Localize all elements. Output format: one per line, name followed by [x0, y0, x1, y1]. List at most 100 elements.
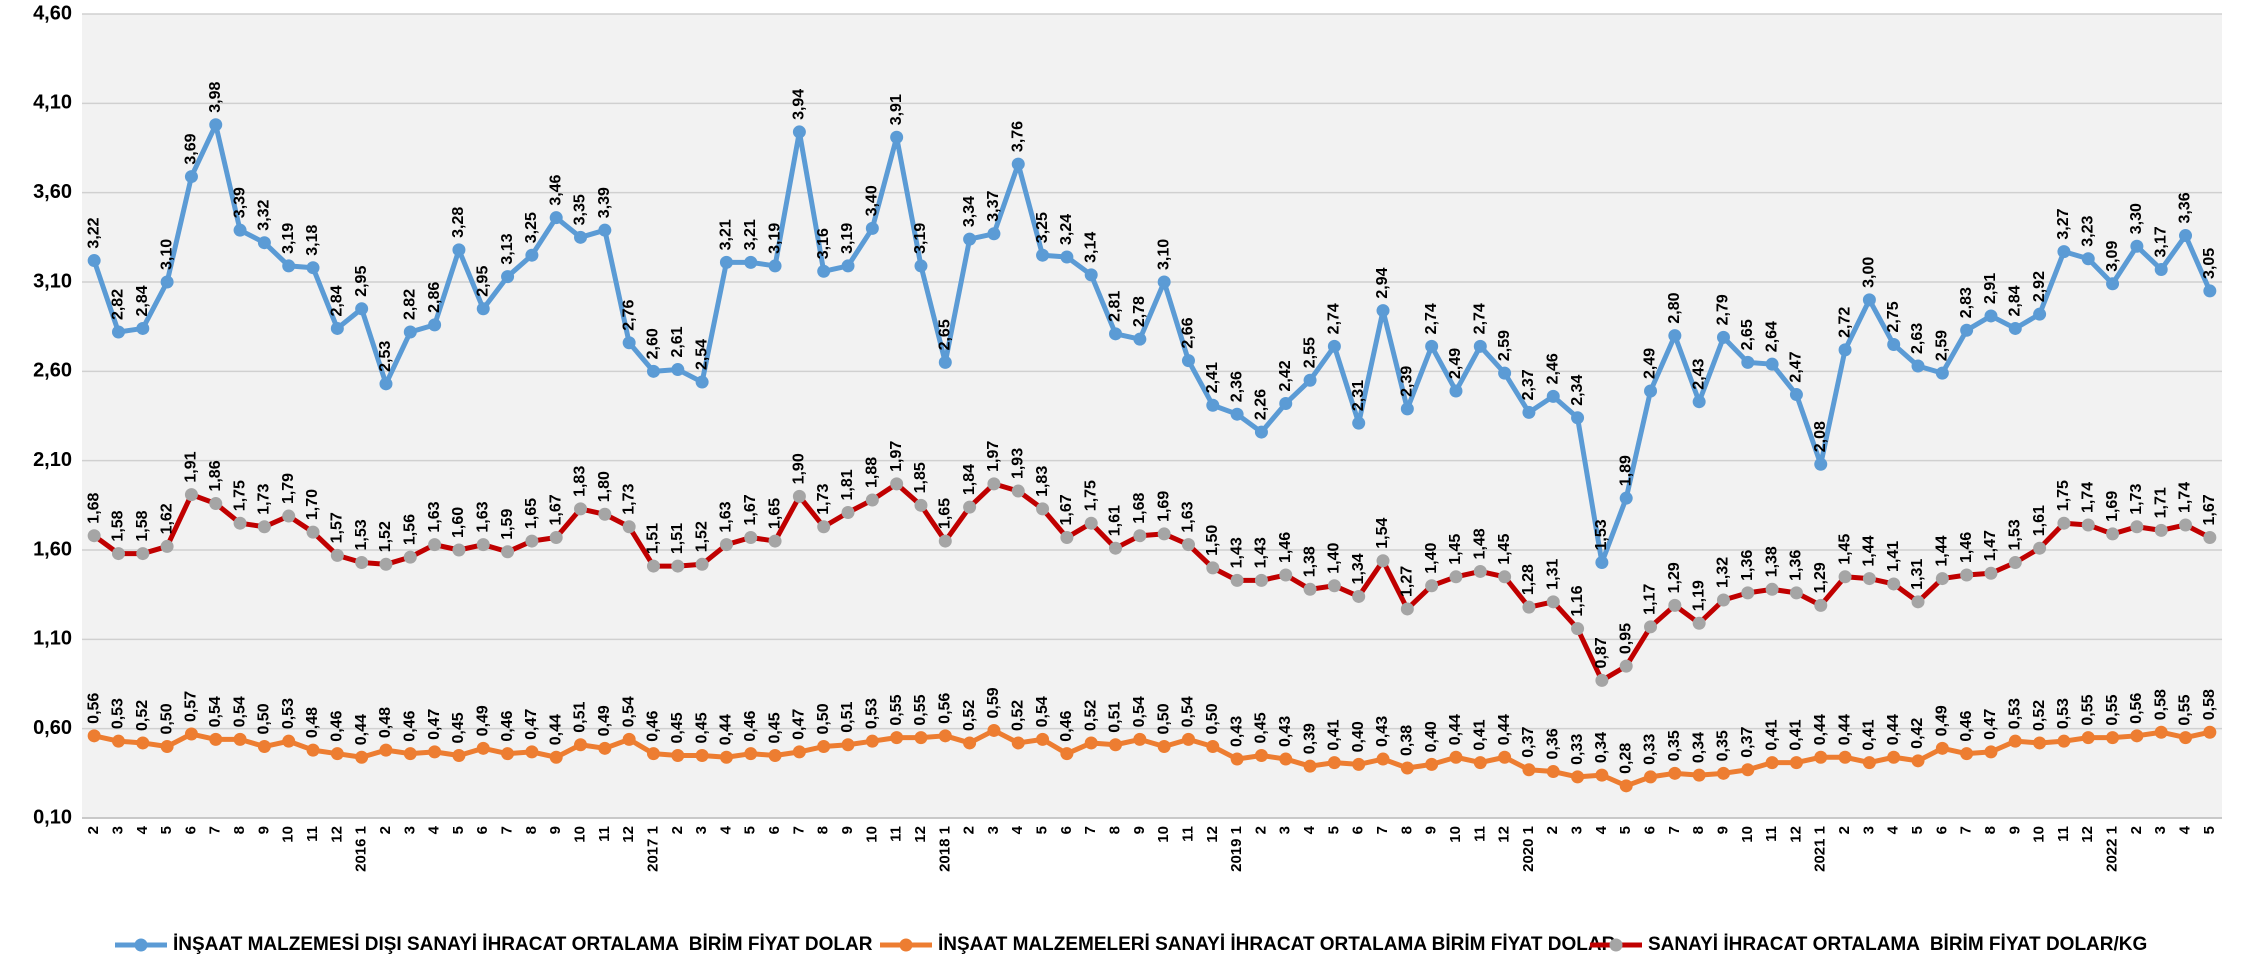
data-point [2033, 307, 2047, 321]
data-point [476, 302, 490, 316]
data-label: 0,41 [1472, 719, 1489, 750]
data-label: 0,45 [766, 712, 783, 743]
data-label: 0,42 [1909, 718, 1926, 749]
data-label: 0,47 [1982, 709, 1999, 740]
data-point [87, 529, 101, 543]
data-point [1109, 738, 1123, 752]
data-label: 1,91 [183, 451, 200, 482]
data-label: 0,41 [1788, 719, 1805, 750]
x-tick-label: 9 [547, 826, 564, 834]
data-label: 0,46 [1058, 710, 1075, 741]
data-label: 2,63 [1909, 323, 1926, 354]
data-label: 1,52 [693, 521, 710, 552]
data-label: 0,48 [377, 707, 394, 738]
data-point [525, 745, 539, 759]
data-label: 2,74 [1423, 303, 1440, 334]
data-label: 1,75 [1082, 480, 1099, 511]
x-tick-label: 12 [912, 826, 929, 843]
data-point [1595, 673, 1609, 687]
data-point [2081, 518, 2095, 532]
data-point [1789, 388, 1803, 402]
data-label: 0,53 [2007, 698, 2024, 729]
y-tick-label: 2,60 [33, 360, 72, 382]
x-tick-label: 2016 1 [353, 826, 370, 872]
x-tick-label: 12 [328, 826, 345, 843]
x-tick-label: 4 [134, 825, 151, 834]
x-tick-label: 5 [158, 826, 175, 834]
data-point [1230, 752, 1244, 766]
data-label: 3,10 [158, 239, 175, 270]
data-label: 2,36 [1228, 371, 1245, 402]
data-label: 0,40 [1350, 721, 1367, 752]
data-label: 1,52 [377, 521, 394, 552]
data-label: 1,63 [426, 501, 443, 532]
data-point [355, 302, 369, 316]
data-label: 2,46 [1544, 353, 1561, 384]
data-point [1425, 339, 1439, 353]
data-label: 1,75 [231, 480, 248, 511]
data-label: 1,44 [1934, 535, 1951, 566]
data-label: 1,69 [2104, 491, 2121, 522]
data-point [1595, 556, 1609, 570]
data-label: 0,54 [1131, 696, 1148, 727]
data-label: 1,47 [1982, 530, 1999, 561]
data-label: 0,58 [2152, 689, 2169, 720]
data-point [1254, 748, 1268, 762]
data-point [1619, 491, 1633, 505]
data-point [1887, 338, 1901, 352]
legend-marker [1609, 938, 1623, 952]
data-label: 0,44 [1885, 714, 1902, 745]
data-label: 0,55 [2079, 694, 2096, 725]
data-label: 3,18 [304, 224, 321, 255]
data-label: 0,46 [499, 710, 516, 741]
data-label: 0,44 [1447, 714, 1464, 745]
data-label: 0,54 [207, 696, 224, 727]
data-label: 2,60 [645, 328, 662, 359]
data-label: 0,49 [596, 705, 613, 736]
data-point [1838, 343, 1852, 357]
data-point [914, 259, 928, 273]
data-label: 3,25 [523, 212, 540, 243]
x-tick-label: 8 [815, 826, 832, 834]
data-label: 0,50 [158, 703, 175, 734]
data-point [1400, 761, 1414, 775]
x-tick-label: 10 [280, 826, 297, 843]
x-tick-label: 2018 1 [936, 826, 953, 872]
data-label: 1,57 [329, 512, 346, 543]
data-label: 1,63 [718, 501, 735, 532]
data-label: 1,45 [1496, 534, 1513, 565]
data-point [1960, 323, 1974, 337]
data-point [1230, 407, 1244, 421]
data-point [403, 747, 417, 761]
data-label: 1,28 [1520, 564, 1537, 595]
data-label: 1,46 [1958, 532, 1975, 563]
data-label: 2,47 [1788, 351, 1805, 382]
data-point [1546, 595, 1560, 609]
data-label: 0,47 [426, 709, 443, 740]
data-point [1036, 248, 1050, 262]
data-label: 3,36 [2177, 192, 2194, 223]
data-label: 1,83 [1034, 466, 1051, 497]
x-tick-label: 6 [1350, 826, 1367, 834]
data-point [2008, 556, 2022, 570]
data-point [306, 525, 320, 539]
data-label: 0,50 [815, 703, 832, 734]
data-point [2130, 729, 2144, 743]
data-label: 2,49 [1447, 348, 1464, 379]
data-point [2057, 245, 2071, 259]
data-point [1109, 541, 1123, 555]
data-point [87, 254, 101, 268]
data-label: 2,81 [1107, 291, 1124, 322]
data-point [2130, 239, 2144, 253]
data-label: 2,61 [669, 326, 686, 357]
data-point [1279, 396, 1293, 410]
data-point [1765, 357, 1779, 371]
y-tick-label: 3,10 [33, 270, 72, 292]
data-point [1400, 402, 1414, 416]
x-tick-label: 6 [182, 826, 199, 834]
data-point [476, 741, 490, 755]
data-label: 0,45 [693, 712, 710, 743]
data-point [817, 740, 831, 754]
x-tick-label: 8 [1690, 826, 1707, 834]
data-point [695, 375, 709, 389]
